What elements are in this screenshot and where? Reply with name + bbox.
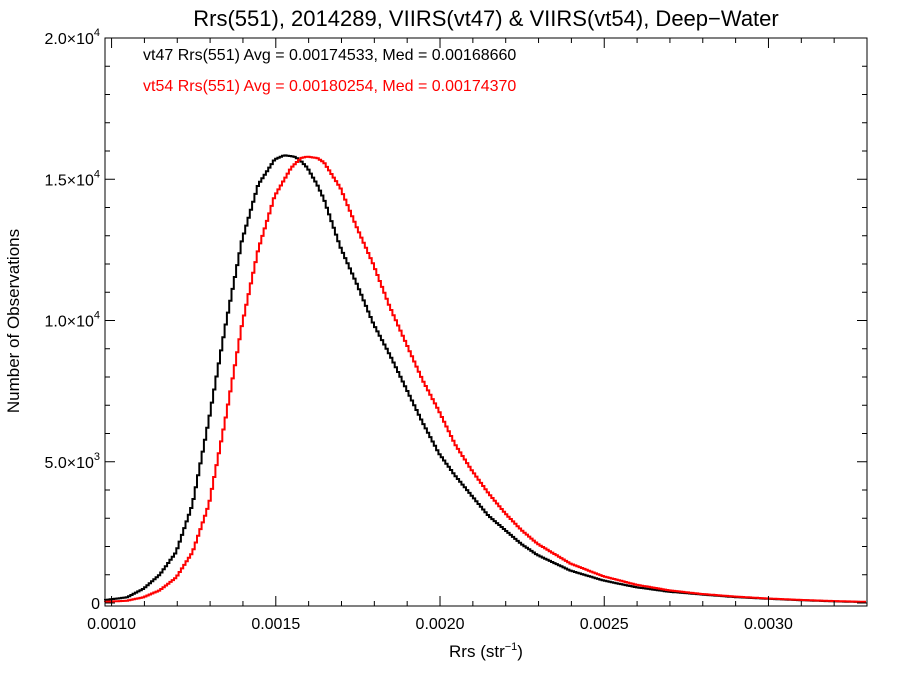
series-line-0: [104, 154, 866, 604]
x-axis-label-superscript: −1: [505, 641, 518, 653]
y-tick-label: 1.0×104: [44, 310, 100, 331]
legend-entry-1: vt54 Rrs(551) Avg = 0.00180254, Med = 0.…: [143, 78, 516, 95]
y-tick-label: 1.5×104: [44, 168, 100, 189]
plot-frame: [104, 37, 868, 607]
y-tick-label: 5.0×103: [44, 451, 100, 472]
x-tick-label: 0.0030: [744, 616, 793, 633]
x-axis-label-close: ): [517, 642, 523, 661]
x-tick-label: 0.0015: [251, 616, 300, 633]
legend-entry-0: vt47 Rrs(551) Avg = 0.00174533, Med = 0.…: [143, 47, 516, 64]
plot-area: 0.0010 0.0015 0.0020 0.0025 0.0030 0 5.0×103 1.…: [44, 27, 868, 633]
chart-title: Rrs(551), 2014289, VIIRS(vt47) & VIIRS(v…: [193, 6, 778, 31]
y-tick-label: 2.0×104: [44, 27, 100, 48]
x-tick-label: 0.0020: [416, 616, 465, 633]
x-axis-label-text: Rrs (str: [449, 642, 505, 661]
series-line-1: [104, 155, 866, 603]
x-tick-label: 0.0010: [87, 616, 136, 633]
y-tick-label: 0: [91, 596, 100, 613]
x-axis-label: Rrs (str−1): [449, 641, 523, 661]
y-axis-label: Number of Observations: [4, 229, 23, 413]
x-tick-label: 0.0025: [580, 616, 629, 633]
